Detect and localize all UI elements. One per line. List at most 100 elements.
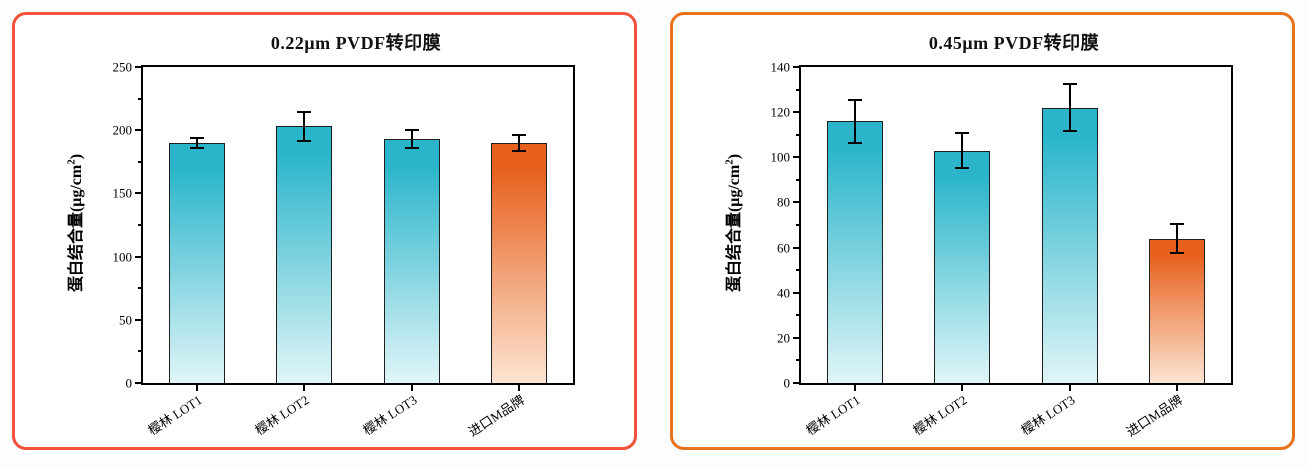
bar-1 xyxy=(168,142,225,383)
bar-4 xyxy=(1149,238,1206,383)
chart-title: 0.45μm PVDF转印膜 xyxy=(928,33,1100,53)
bar-4 xyxy=(491,142,548,383)
error-bar-4 xyxy=(512,134,527,152)
y-major-tick xyxy=(135,255,143,258)
y-major-tick xyxy=(135,318,143,321)
y-tick-label: 250 xyxy=(112,59,133,75)
chart-card-0.22um: 0.22μm PVDF转印膜 蛋白结合量(μg/cm2) 0 50 100 150 20… xyxy=(12,12,637,450)
y-major-tick xyxy=(793,111,801,114)
y-major-tick xyxy=(135,129,143,132)
bar-1 xyxy=(826,121,883,383)
y-tick-label: 150 xyxy=(112,185,133,201)
y-minor-tick xyxy=(796,178,801,181)
y-major-tick xyxy=(793,66,801,68)
error-bar-1 xyxy=(847,98,862,144)
error-bar-cap-bottom xyxy=(189,147,204,150)
y-minor-tick xyxy=(796,269,801,272)
error-bar-cap-bottom xyxy=(955,166,970,169)
x-tick-label: 进口M品牌 xyxy=(465,392,527,440)
y-tick-label: 100 xyxy=(112,249,133,265)
y-tick-label: 120 xyxy=(770,104,791,120)
y-minor-tick xyxy=(796,359,801,362)
y-major-tick xyxy=(135,382,143,384)
error-bar-cap-bottom xyxy=(512,149,527,152)
error-bar-cap-bottom xyxy=(1062,130,1077,133)
error-bar-cap-bottom xyxy=(404,147,419,150)
bar-3 xyxy=(1041,107,1098,383)
chart-card-0.45um: 0.45μm PVDF转印膜 蛋白结合量(μg/cm2) 0 20 40 60 80 10… xyxy=(670,12,1295,450)
y-major-tick xyxy=(135,192,143,195)
error-bar-stem xyxy=(195,136,198,150)
y-minor-tick xyxy=(796,314,801,317)
error-bar-3 xyxy=(404,128,419,150)
y-major-tick xyxy=(135,66,143,68)
plot-area: 0 20 40 60 80 100 120 140 樱林 LOT1 樱林 LOT2 樱林 LOT3 进… xyxy=(771,61,1233,439)
x-tick-label: 樱林 LOT2 xyxy=(252,392,312,438)
x-tick-label: 樱林 LOT1 xyxy=(803,392,863,438)
error-bar-2 xyxy=(955,132,970,169)
error-bar-4 xyxy=(1170,222,1185,255)
x-tick xyxy=(1068,383,1071,391)
y-tick-label: 20 xyxy=(777,330,790,346)
y-minor-tick xyxy=(138,97,143,100)
y-tick-label: 0 xyxy=(783,375,791,391)
y-tick-label: 40 xyxy=(777,285,790,301)
bar-2 xyxy=(276,126,333,383)
x-tick-label: 樱林 LOT3 xyxy=(1018,392,1078,438)
y-minor-tick xyxy=(138,224,143,226)
y-major-tick xyxy=(793,246,801,249)
error-bar-stem xyxy=(1068,82,1071,133)
y-axis-label: 蛋白结合量(μg/cm2) xyxy=(53,65,95,381)
y-tick-label: 200 xyxy=(112,122,133,138)
y-tick-label: 60 xyxy=(777,240,790,256)
x-tick-label: 进口M品牌 xyxy=(1123,392,1185,440)
x-tick xyxy=(853,383,856,391)
x-tick xyxy=(195,383,198,391)
x-tick-label: 樱林 LOT1 xyxy=(145,392,205,438)
y-minor-tick xyxy=(138,350,143,353)
error-bar-stem xyxy=(853,98,856,144)
error-bar-cap-top xyxy=(1062,82,1077,85)
error-bar-stem xyxy=(961,132,964,169)
bar-2 xyxy=(934,150,991,383)
error-bar-cap-top xyxy=(955,132,970,135)
y-major-tick xyxy=(793,201,801,204)
plot-area: 0 50 100 150 200 250 樱林 LOT1 樱林 LOT2 樱林 LOT3 进口M品… xyxy=(113,61,575,439)
y-minor-tick xyxy=(138,287,143,290)
error-bar-cap-top xyxy=(189,136,204,139)
y-major-tick xyxy=(793,382,801,384)
error-bar-stem xyxy=(1176,222,1179,255)
error-bar-stem xyxy=(303,111,306,142)
y-axis-label-text: 蛋白结合量(μg/cm2) xyxy=(65,153,86,293)
x-tick-label: 樱林 LOT3 xyxy=(360,392,420,438)
error-bar-1 xyxy=(189,136,204,150)
error-bar-stem xyxy=(518,134,521,152)
y-major-tick xyxy=(793,336,801,339)
error-bar-2 xyxy=(297,111,312,142)
error-bar-stem xyxy=(410,128,413,150)
chart-title: 0.22μm PVDF转印膜 xyxy=(270,33,442,53)
error-bar-cap-top xyxy=(512,134,527,137)
y-major-tick xyxy=(793,291,801,294)
x-tick xyxy=(518,383,521,391)
error-bar-cap-top xyxy=(1170,222,1185,225)
error-bar-cap-bottom xyxy=(1170,252,1185,255)
y-minor-tick xyxy=(796,133,801,136)
y-tick-label: 0 xyxy=(125,375,133,391)
x-tick xyxy=(410,383,413,391)
x-tick xyxy=(1176,383,1179,391)
y-tick-label: 100 xyxy=(770,149,791,165)
y-tick-label: 50 xyxy=(119,312,132,328)
x-tick xyxy=(961,383,964,391)
y-major-tick xyxy=(793,156,801,159)
error-bar-cap-top xyxy=(847,98,862,101)
error-bar-cap-top xyxy=(404,128,419,131)
error-bar-3 xyxy=(1062,82,1077,133)
bar-3 xyxy=(383,139,440,383)
y-tick-label: 80 xyxy=(777,194,790,210)
error-bar-cap-bottom xyxy=(847,141,862,144)
x-tick xyxy=(303,383,306,391)
y-minor-tick xyxy=(796,88,801,91)
y-minor-tick xyxy=(138,160,143,163)
y-minor-tick xyxy=(796,224,801,226)
